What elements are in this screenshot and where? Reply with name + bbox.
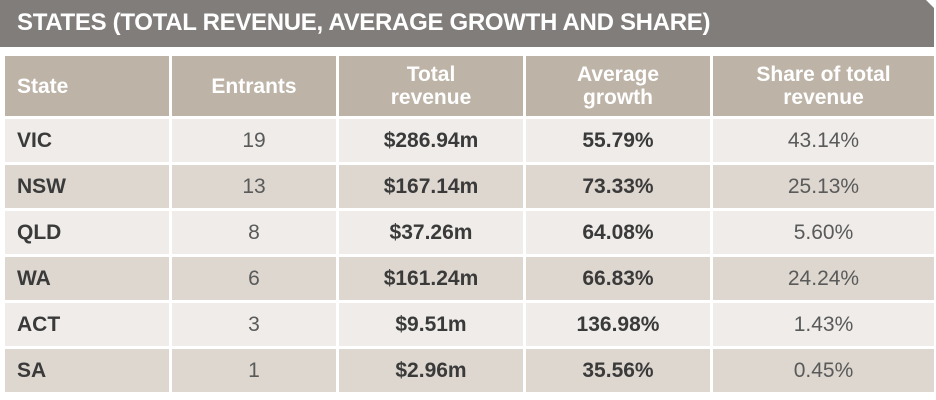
cell-entrants: 6 [172, 257, 336, 300]
cell-total-revenue: $37.26m [339, 211, 523, 254]
cell-entrants: 13 [172, 165, 336, 208]
cell-entrants: 8 [172, 211, 336, 254]
cell-entrants: 19 [172, 119, 336, 162]
cell-total-revenue: $286.94m [339, 119, 523, 162]
table-row: VIC 19 $286.94m 55.79% 43.14% [5, 119, 934, 162]
cell-total-revenue: $2.96m [339, 349, 523, 392]
cell-state: ACT [5, 303, 169, 346]
title-bar [0, 0, 934, 47]
cell-state: QLD [5, 211, 169, 254]
table-row: NSW 13 $167.14m 73.33% 25.13% [5, 165, 934, 208]
cell-state: SA [5, 349, 169, 392]
cell-share: 24.24% [713, 257, 934, 300]
cell-share: 5.60% [713, 211, 934, 254]
cell-total-revenue: $9.51m [339, 303, 523, 346]
cell-average-growth: 64.08% [526, 211, 710, 254]
cell-state: WA [5, 257, 169, 300]
cell-average-growth: 55.79% [526, 119, 710, 162]
header-share: Share of total revenue [713, 56, 934, 116]
cell-state: NSW [5, 165, 169, 208]
cell-share: 25.13% [713, 165, 934, 208]
cell-average-growth: 136.98% [526, 303, 710, 346]
cell-average-growth: 66.83% [526, 257, 710, 300]
header-row: State Entrants Total revenue Average gro… [5, 56, 934, 116]
header-entrants: Entrants [172, 56, 336, 116]
table-row: SA 1 $2.96m 35.56% 0.45% [5, 349, 934, 392]
states-table: State Entrants Total revenue Average gro… [2, 53, 936, 395]
cell-share: 43.14% [713, 119, 934, 162]
header-average-growth-label: Average growth [576, 63, 660, 109]
table-title: STATES (TOTAL REVENUE, AVERAGE GROWTH AN… [17, 9, 711, 36]
cell-share: 0.45% [713, 349, 934, 392]
cell-state: VIC [5, 119, 169, 162]
cell-average-growth: 73.33% [526, 165, 710, 208]
cell-entrants: 1 [172, 349, 336, 392]
table-row: QLD 8 $37.26m 64.08% 5.60% [5, 211, 934, 254]
cell-share: 1.43% [713, 303, 934, 346]
header-state: State [5, 56, 169, 116]
cell-entrants: 3 [172, 303, 336, 346]
table-row: ACT 3 $9.51m 136.98% 1.43% [5, 303, 934, 346]
table-body: VIC 19 $286.94m 55.79% 43.14% NSW 13 $167.14m 73… [5, 119, 934, 392]
header-share-label: Share of total revenue [756, 63, 891, 109]
cell-average-growth: 35.56% [526, 349, 710, 392]
header-total-revenue-label: Total revenue [390, 63, 472, 109]
header-average-growth: Average growth [526, 56, 710, 116]
cell-total-revenue: $161.24m [339, 257, 523, 300]
header-total-revenue: Total revenue [339, 56, 523, 116]
table-row: WA 6 $161.24m 66.83% 24.24% [5, 257, 934, 300]
cell-total-revenue: $167.14m [339, 165, 523, 208]
